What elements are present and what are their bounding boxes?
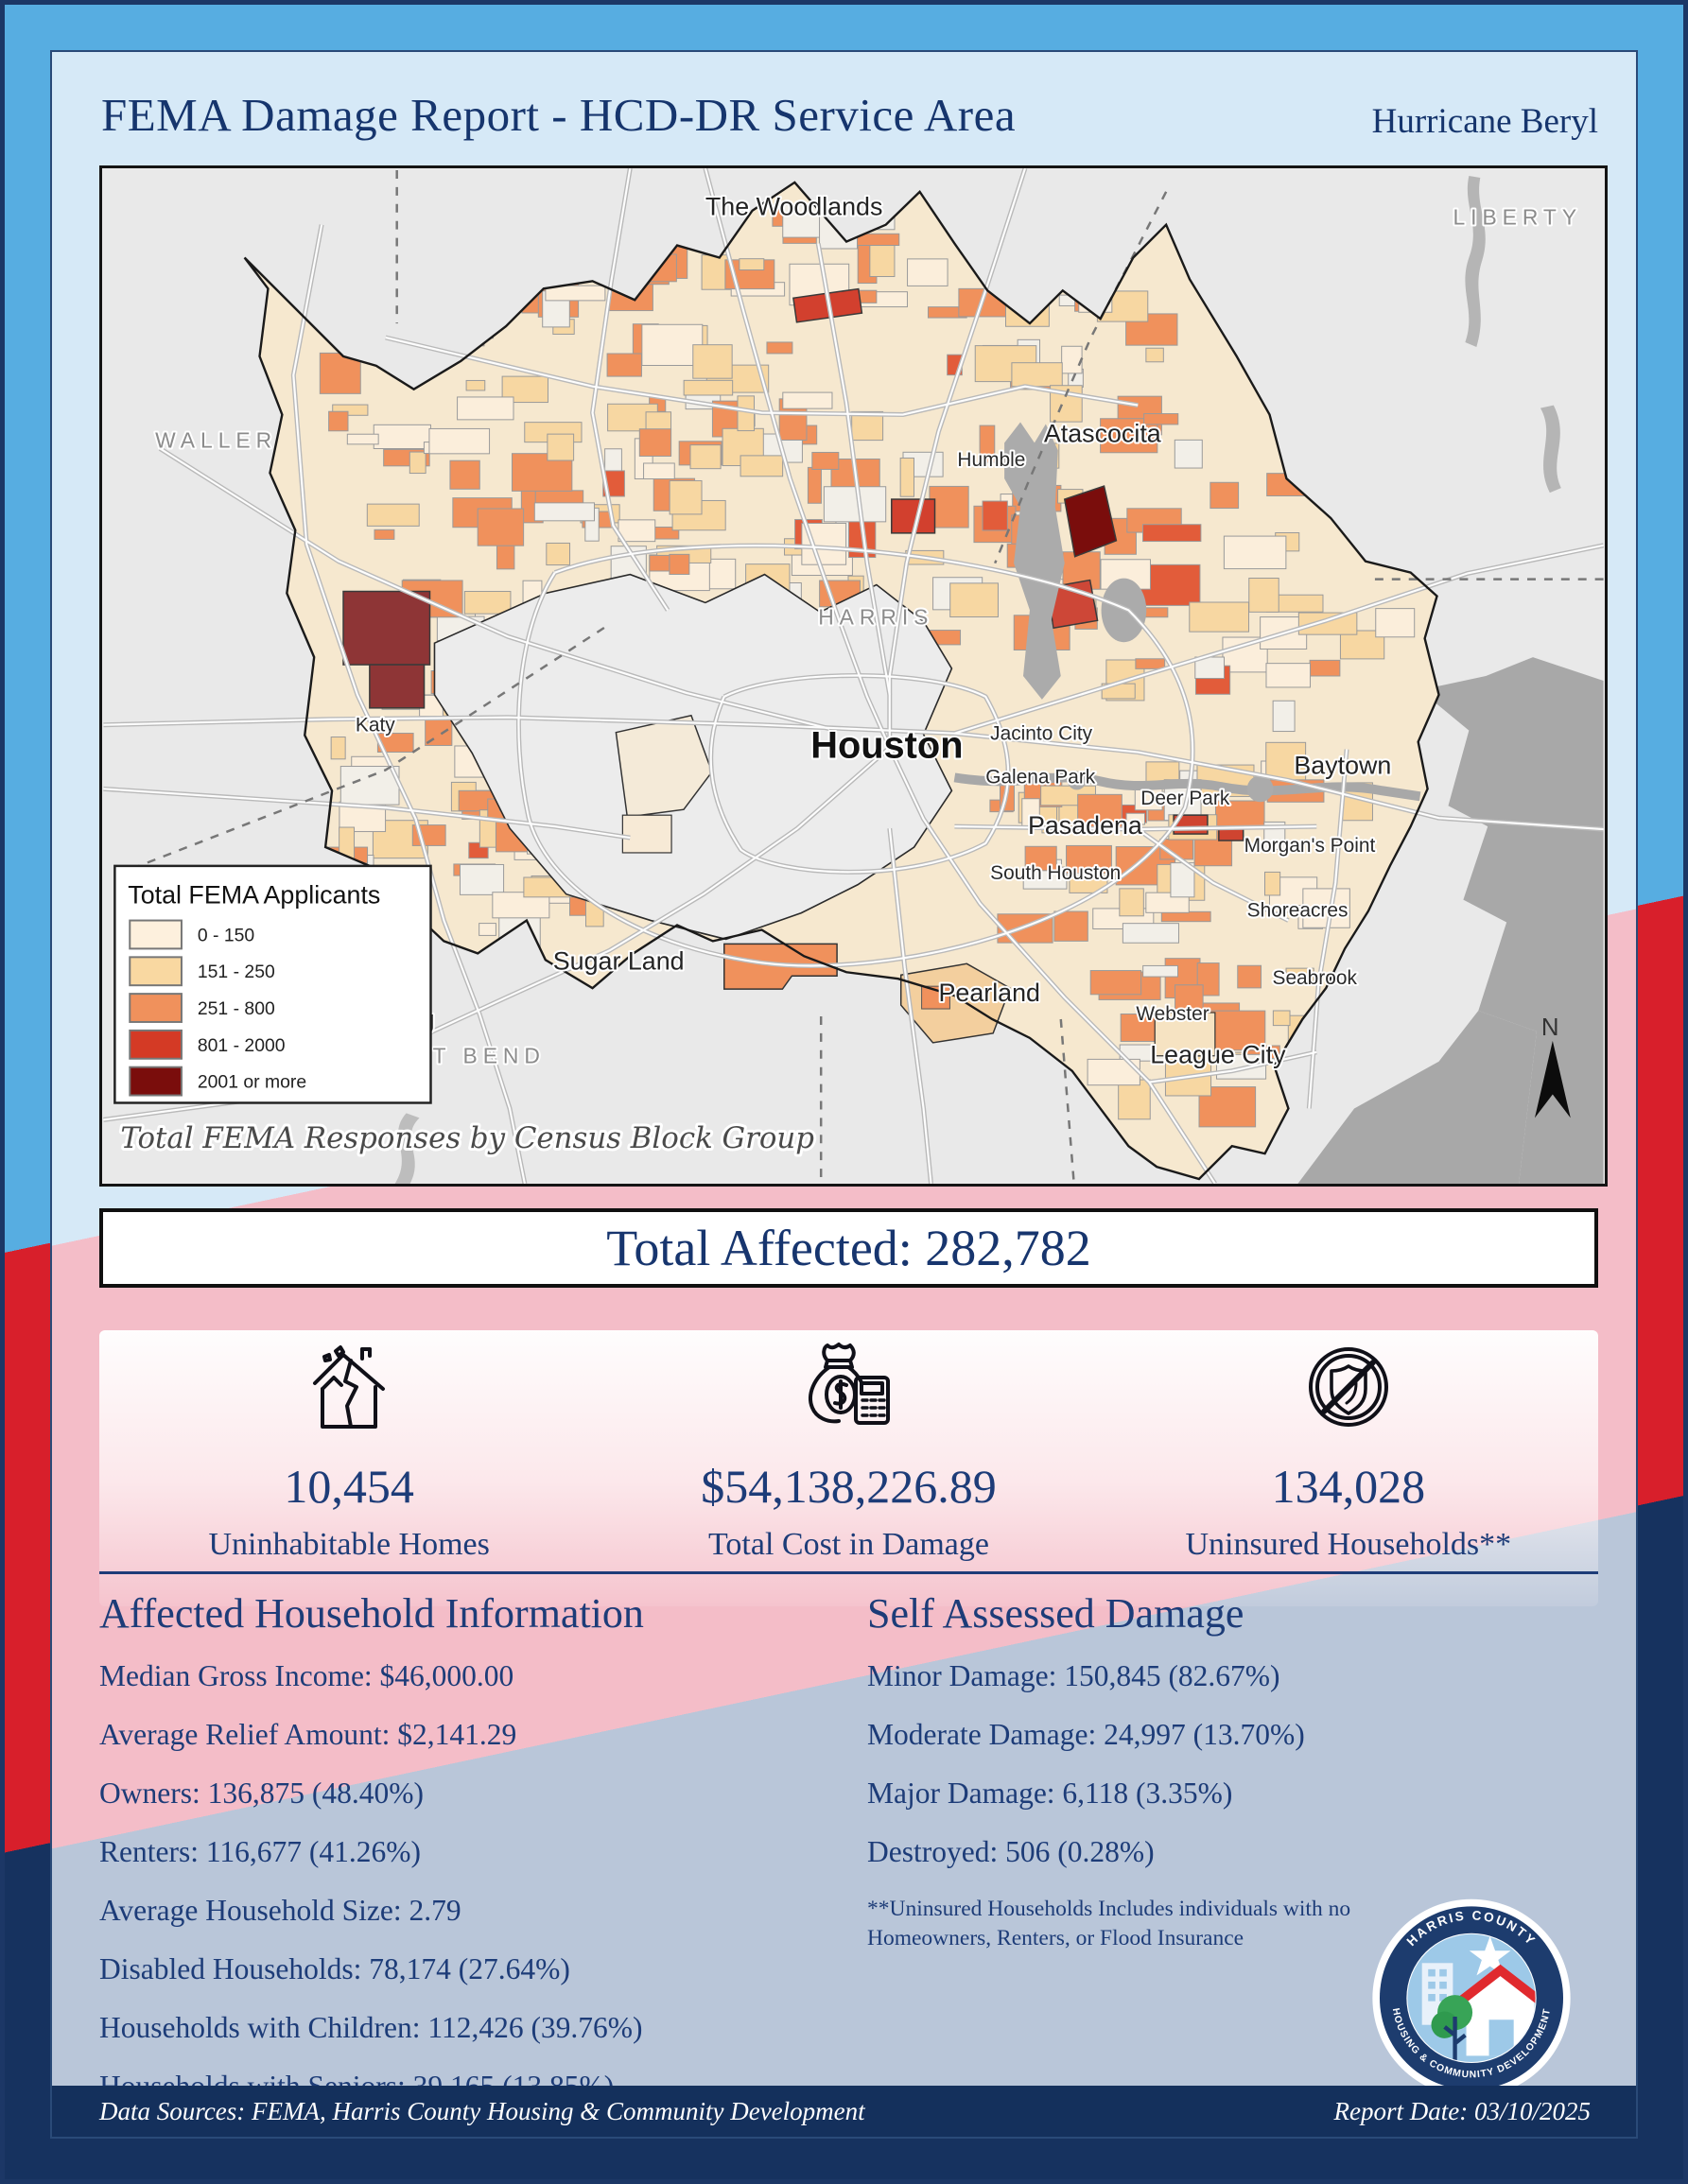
map-label: The Woodlands [705,193,883,221]
data-sources: Data Sources: FEMA, Harris County Housin… [99,2096,865,2125]
legend-swatch [129,1029,183,1060]
map-label: Sugar Land [553,946,685,975]
stat-label: Total Cost in Damage [708,1527,989,1562]
legend-label: 0 - 150 [198,925,255,945]
map-label: Katy [356,715,395,737]
map-label: League City [1150,1041,1286,1069]
map-label: Webster [1136,1003,1209,1025]
legend-swatch [129,993,183,1023]
houston-city-area [433,573,1216,1057]
stats-panel [99,1330,1598,1606]
damage-lines: Minor Damage: 150,845 (82.67%) Moderate D… [867,1647,1605,1881]
map-label: Pearland [938,979,1039,1007]
household-info-section: Affected Household Information Median Gr… [99,1589,856,2116]
map-label: Baytown [1294,751,1391,779]
damage-cost-icon [799,1336,897,1434]
event-name: Hurricane Beryl [1371,102,1598,141]
map-label: RT BEND [412,1044,546,1068]
uninsured-footnote: **Uninsured Households Includes individu… [867,1897,1351,1950]
map-labels: The Woodlands LIBERTY WALLER Atascocita Humb… [153,191,1582,1071]
road-network [103,168,1605,1184]
map-label: Galena Park [985,766,1096,788]
household-lines: Median Gross Income: $46,000.00 Average R… [99,1647,856,2116]
damaged-home-icon [302,1336,396,1434]
info-line: Minor Damage: 150,845 (82.67%) [867,1659,1280,1692]
water-bay [394,175,1604,1184]
stat-value: 134,028 [1271,1460,1426,1513]
map-legend: Total FEMA Applicants 0 - 150 151 - 250 25… [113,864,432,1104]
info-line: Average Household Size: 2.79 [99,1894,461,1927]
map-label: Jacinto City [990,723,1092,745]
info-line: Average Relief Amount: $2,141.29 [99,1718,517,1751]
total-affected-text: Total Affected: 282,782 [606,1220,1091,1276]
legend-label: 151 - 250 [198,962,275,982]
map-label: Morgan's Point [1244,835,1376,857]
map-label: LIBERTY [1453,205,1582,230]
report-panel: FEMA Damage Report - HCD-DR Service Area… [50,50,1638,2139]
map-canvas: The Woodlands LIBERTY WALLER Atascocita Humb… [103,168,1605,1184]
stat-value: 10,454 [284,1460,414,1513]
harris-county-hcd-logo: HARRIS COUNTY HOUSING & COMMUNITY DEVELO… [1368,1891,1575,2097]
map-label: South Houston [990,862,1121,884]
legend-swatch [129,919,183,950]
legend-label: 2001 or more [198,1072,306,1093]
info-line: Households with Children: 112,426 (39.76… [99,2011,643,2044]
north-arrow: N [1534,1014,1571,1118]
map-label: Shoreacres [1247,900,1349,922]
map-caption: Total FEMA Responses by Census Block Gro… [120,1121,814,1155]
no-insurance-icon [1301,1336,1396,1434]
total-affected-banner: Total Affected: 282,782 [99,1208,1598,1288]
map-label: WALLER [155,427,277,452]
stat-total-cost: $54,138,226.89 Total Cost in Damage [599,1336,1098,1563]
report-date: Report Date: 03/10/2025 [1333,2096,1591,2125]
stats-row: 10,454 Uninhabitable Homes [99,1336,1598,1563]
legend-swatch [129,1066,183,1097]
stat-uninsured: 134,028 Uninsured Households** [1099,1336,1598,1563]
stat-label: Uninsured Households** [1185,1527,1512,1562]
fema-choropleth-map: The Woodlands LIBERTY WALLER Atascocita Humb… [99,165,1608,1187]
section-divider [99,1571,1598,1574]
stat-uninhabitable-homes: 10,454 Uninhabitable Homes [99,1336,599,1563]
section-title: Affected Household Information [99,1590,644,1637]
self-assessed-damage-section: Self Assessed Damage Minor Damage: 150,8… [867,1589,1605,1953]
map-label: Humble [957,449,1025,471]
map-label: Pasadena [1028,811,1142,840]
map-label: Seabrook [1273,967,1358,989]
legend-label: 801 - 2000 [198,1035,286,1056]
map-label: Houston [810,725,963,767]
stat-label: Uninhabitable Homes [208,1527,490,1562]
info-line: Owners: 136,875 (48.40%) [99,1777,424,1810]
map-label: Atascocita [1044,419,1161,447]
legend-swatch [129,956,183,987]
stat-value: $54,138,226.89 [701,1460,997,1513]
info-line: Median Gross Income: $46,000.00 [99,1659,514,1692]
section-title: Self Assessed Damage [867,1590,1244,1637]
map-label: HARRIS [818,604,933,629]
footer-bar: Data Sources: FEMA, Harris County Housin… [52,2086,1636,2137]
info-line: Destroyed: 506 (0.28%) [867,1835,1155,1868]
legend-label: 251 - 800 [198,998,275,1019]
info-line: Moderate Damage: 24,997 (13.70%) [867,1718,1305,1751]
info-line: Major Damage: 6,118 (3.35%) [867,1777,1233,1810]
page-title: FEMA Damage Report - HCD-DR Service Area [101,89,1017,141]
legend-title: Total FEMA Applicants [128,881,380,910]
county-boundary-dashes [131,169,1604,1184]
north-label: N [1541,1014,1559,1041]
map-label: Deer Park [1140,788,1230,809]
info-line: Renters: 116,677 (41.26%) [99,1835,422,1868]
info-line: Disabled Households: 78,174 (27.64%) [99,1952,570,1985]
